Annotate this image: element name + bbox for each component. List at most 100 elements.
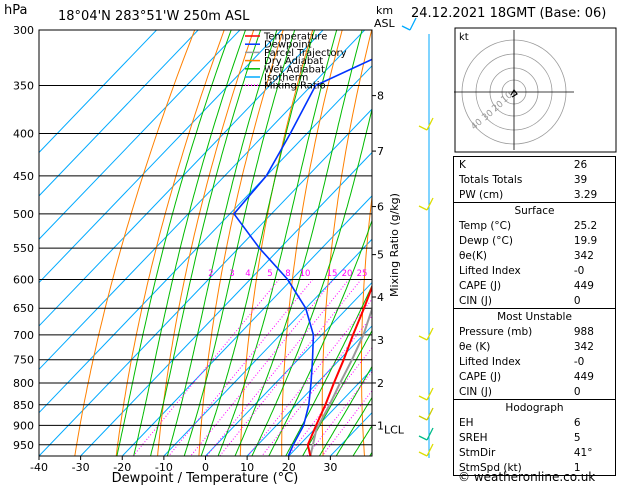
km-tick-label: 6 <box>377 201 384 214</box>
pressure-tick-label: 450 <box>13 170 34 183</box>
lcl-label: LCL <box>384 423 405 436</box>
mixing-ratio-axis-title: Mixing Ratio (g/kg) <box>388 193 401 297</box>
mixing-ratio-line <box>306 370 372 456</box>
isotherm-line <box>39 30 324 327</box>
index-value: 5 <box>571 430 616 445</box>
isotherm-line <box>39 30 241 240</box>
index-section-title: Surface <box>453 202 616 218</box>
index-value: 342 <box>571 339 616 354</box>
wind-barb <box>418 427 434 441</box>
location-title: 18°04'N 283°51'W 250m ASL <box>58 9 250 24</box>
index-value: 26 <box>571 156 616 172</box>
x-axis-title: Dewpoint / Temperature (°C) <box>112 471 299 486</box>
index-row: SREH 5 <box>452 430 616 445</box>
background-lines <box>39 30 372 456</box>
profile-lines <box>232 58 372 456</box>
pressure-tick-label: 650 <box>13 302 34 315</box>
legend-entry: Isotherm <box>264 73 308 84</box>
index-value: 0 <box>571 293 616 309</box>
mixing-ratio-line <box>206 279 350 456</box>
index-label: StmDir <box>452 445 572 460</box>
index-row: K 26 <box>452 156 616 172</box>
index-label: SREH <box>452 430 572 445</box>
x-tick-label: -10 <box>155 461 173 474</box>
pressure-tick-label: 500 <box>13 208 34 221</box>
index-label: Temp (°C) <box>452 218 572 233</box>
index-label: Dewp (°C) <box>452 233 572 248</box>
x-tick-label: -20 <box>113 461 131 474</box>
index-value: 19.9 <box>571 233 616 248</box>
index-value: 0 <box>571 384 616 400</box>
wet-adiabat-line <box>335 396 372 456</box>
mixing-ratio-label: 25 <box>357 269 368 279</box>
mixing-ratio-label: 20 <box>342 269 353 279</box>
x-tick-label: 0 <box>202 461 209 474</box>
isotherm-line <box>204 281 372 456</box>
isotherm-line <box>39 30 283 284</box>
dry-adiabat-line <box>281 30 343 456</box>
wind-barb <box>418 117 434 131</box>
index-row: StmSpd (kt) 1 <box>452 460 616 476</box>
index-value: 25.2 <box>571 218 616 233</box>
index-row: CIN (J) 0 <box>452 293 616 309</box>
pressure-tick-label: 550 <box>13 242 34 255</box>
wet-adiabat-line <box>268 219 372 456</box>
x-tick-label: 20 <box>282 461 296 474</box>
wind-barb <box>418 443 434 457</box>
pressure-tick-label: 750 <box>13 354 34 367</box>
index-row: θe (K) 342 <box>452 339 616 354</box>
pressure-tick-label: 950 <box>13 439 34 452</box>
index-row: Temp (°C) 25.2 <box>452 218 616 233</box>
legend-entry: Parcel Trajectory <box>264 48 347 59</box>
index-row: Dewp (°C) 19.9 <box>452 233 616 248</box>
km-tick-label: 2 <box>377 377 384 390</box>
pressure-tick-label: 850 <box>13 399 34 412</box>
wet-adiabat-line <box>302 329 372 456</box>
hodograph-trace <box>510 88 518 98</box>
hodograph-unit-label: kt <box>459 32 469 43</box>
dewpoint-line <box>232 58 372 456</box>
wind-barb <box>418 387 434 401</box>
date-header: 24.12.2021 18GMT (Base: 06) <box>411 6 607 21</box>
hpa-label: hPa <box>4 3 27 18</box>
index-value: 39 <box>571 172 616 187</box>
index-row: Pressure (mb) 988 <box>452 324 616 339</box>
mixing-ratio-label: 10 <box>300 269 311 279</box>
isotherm-line <box>79 151 372 456</box>
mixing-ratio-label: 8 <box>285 269 290 279</box>
pressure-tick-label: 800 <box>13 377 34 390</box>
wet-adiabat-line <box>318 365 372 456</box>
mixing-ratio-line <box>261 315 372 456</box>
index-label: Pressure (mb) <box>452 324 572 339</box>
dry-adiabat-line <box>321 30 372 456</box>
mixing-ratio-label: 5 <box>267 269 272 279</box>
section-heading: Hodograph <box>453 399 616 415</box>
indices-table: K 26 Totals Totals 39 PW (cm) 3.29 Surface Temp… <box>452 156 616 476</box>
mixing-ratio-label: 3 <box>229 269 234 279</box>
index-label: CIN (J) <box>452 293 572 309</box>
pressure-tick-label: 400 <box>13 128 34 141</box>
pressure-tick-label: 700 <box>13 329 34 342</box>
legend-entry: Mixing Ratio <box>264 81 326 92</box>
index-value: 988 <box>571 324 616 339</box>
km-tick-label: 3 <box>377 334 384 347</box>
km-tick-label: 4 <box>377 291 384 304</box>
parcel-line <box>309 306 372 456</box>
dry-adiabat-line <box>198 30 284 456</box>
wind-barb <box>418 197 434 211</box>
pressure-tick-label: 900 <box>13 419 34 432</box>
mixing-ratio-label: 15 <box>327 269 338 279</box>
index-label: θe (K) <box>452 339 572 354</box>
index-row: PW (cm) 3.29 <box>452 187 616 203</box>
index-section-title: Most Unstable <box>453 308 616 324</box>
isotherm-line <box>39 30 366 371</box>
index-value: -0 <box>571 354 616 369</box>
legend-entry: Dewpoint <box>264 40 312 51</box>
section-heading: Most Unstable <box>453 308 616 324</box>
legend-entry: Temperature <box>263 32 327 43</box>
index-label: Totals Totals <box>452 172 572 187</box>
x-tick-label: 30 <box>323 461 337 474</box>
axes: 3003504004505005506006507007508008509009… <box>13 24 405 474</box>
isotherm-line <box>163 238 372 456</box>
